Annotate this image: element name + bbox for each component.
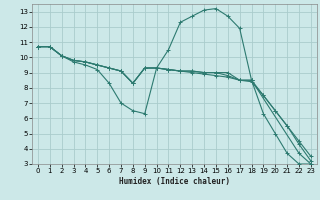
X-axis label: Humidex (Indice chaleur): Humidex (Indice chaleur) bbox=[119, 177, 230, 186]
